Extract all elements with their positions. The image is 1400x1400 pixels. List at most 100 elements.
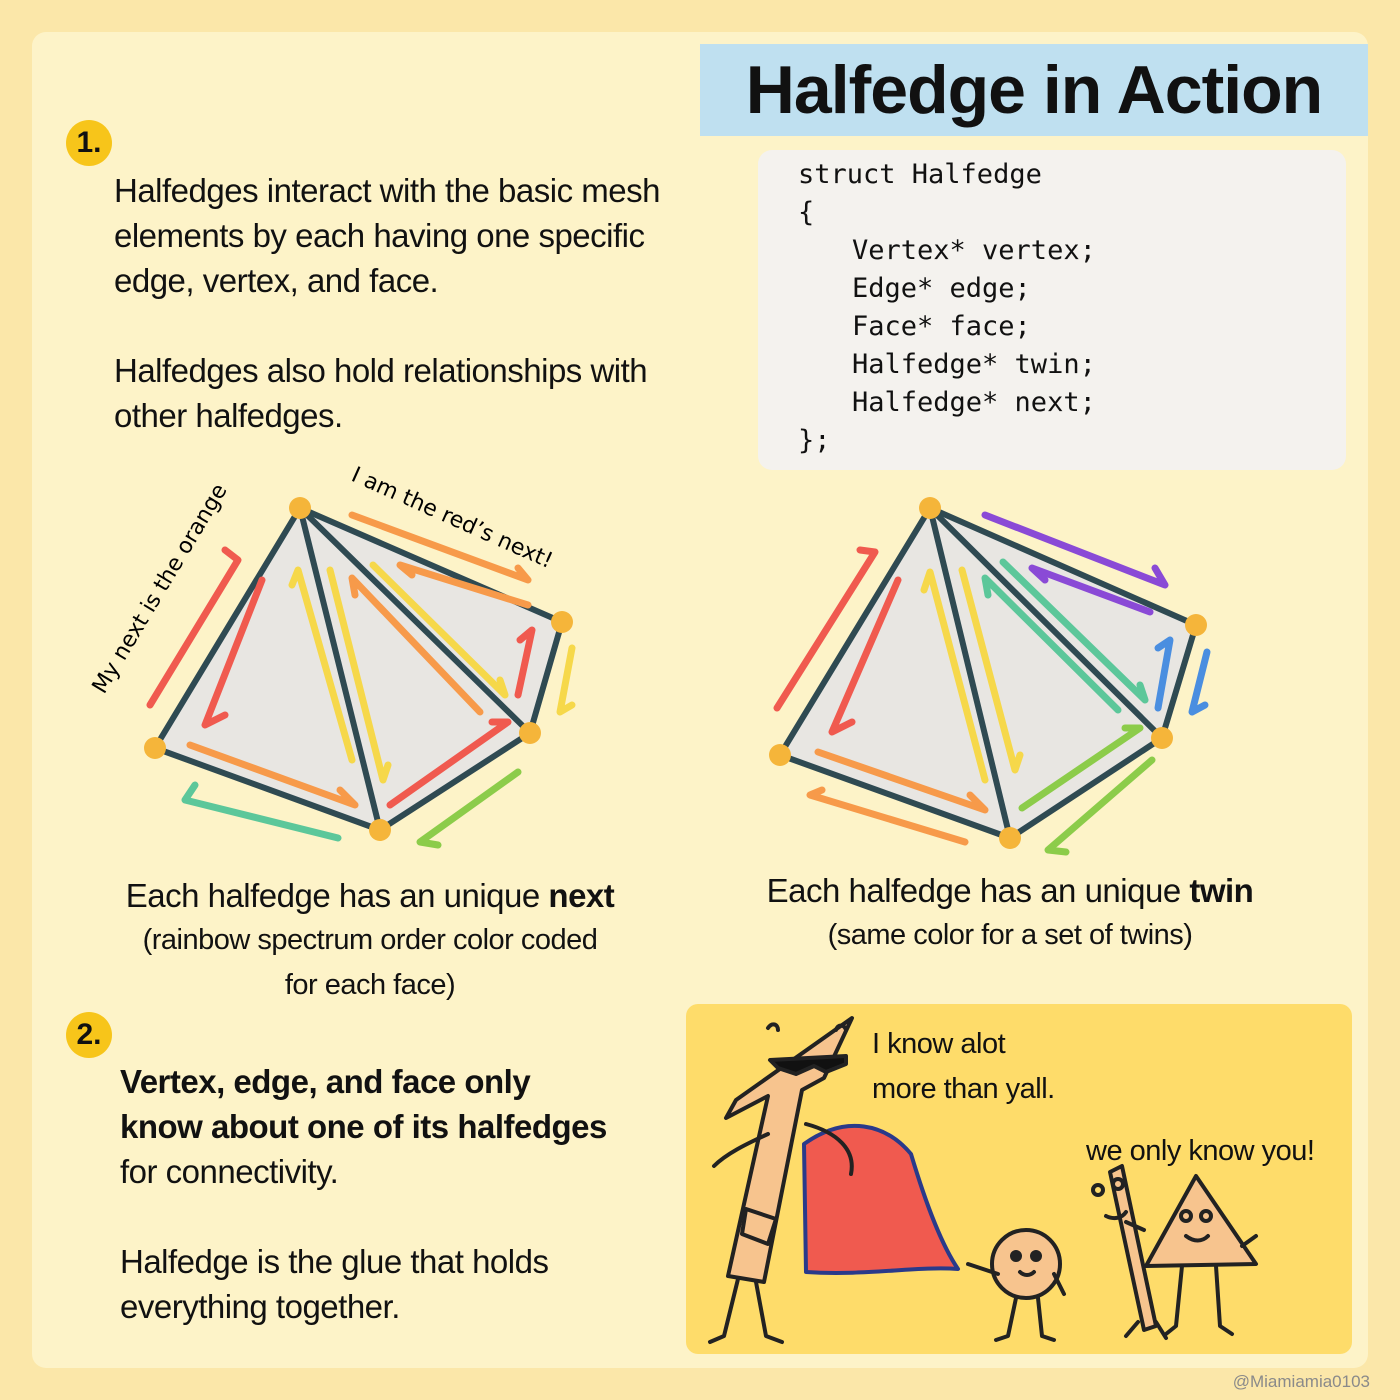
hero-arm <box>712 1132 770 1168</box>
next-caption-main: Each halfedge has an unique next <box>70 874 670 918</box>
section2-text: Vertex, edge, and face only know about o… <box>120 1059 680 1329</box>
section2-line-3: for connectivity. <box>120 1153 339 1190</box>
edge-leg <box>1154 1320 1168 1340</box>
vertex-leg <box>994 1296 1018 1342</box>
caption-text: Each halfedge has an unique <box>766 872 1190 909</box>
halfedge-struct-code: struct Halfedge { Vertex* vertex; Edge* … <box>758 150 1346 470</box>
twin-caption: Each halfedge has an unique twin (same c… <box>710 869 1310 958</box>
comic-panel: I know alot more than yall. we only know… <box>686 1004 1352 1354</box>
mesh-inner-edges <box>297 505 533 831</box>
halfedge-arrows <box>773 511 1211 856</box>
vertex-character <box>990 1228 1062 1300</box>
twin-diagram <box>769 497 1211 856</box>
halfedge-arrow-yellow <box>288 566 356 764</box>
vertex-smile <box>1018 1270 1036 1277</box>
halfedge-arrow-yellow <box>556 644 576 716</box>
halfedge-arrow-red <box>773 546 879 712</box>
face-character <box>1144 1174 1258 1268</box>
edge-leg <box>1124 1320 1140 1338</box>
sunglasses-icon <box>768 1054 848 1076</box>
twin-caption-sub: (same color for a set of twins) <box>827 919 1193 951</box>
halfedge-arrow-red <box>386 718 512 809</box>
face-eye <box>1179 1209 1193 1223</box>
hero-speech-line-2: more than yall. <box>872 1073 1055 1105</box>
vertex-dot <box>289 497 311 519</box>
code-line: Halfedge* twin; <box>852 349 1096 380</box>
halfedge-arrow-teal <box>181 781 342 842</box>
comic-illustration <box>708 1016 1258 1344</box>
halfedge-arrow-yellow <box>326 566 392 784</box>
halfedge-arrow-purple <box>1028 564 1154 616</box>
section1-paragraph-1: Halfedges interact with the basic mesh e… <box>114 172 660 299</box>
next-diagram: My next is the orange I am the red’s nex… <box>88 463 576 849</box>
author-credit: @Miamiamia0103 <box>1232 1372 1370 1391</box>
step-2-badge: 2. <box>66 1012 112 1058</box>
mesh-diagrams: .edge{stroke:#2f4a52;stroke-width:6;fill… <box>88 463 1211 856</box>
vertex-dot <box>1185 614 1207 636</box>
mesh-inner-edges <box>927 505 1165 839</box>
next-caption-sub-2: for each face) <box>284 969 456 1001</box>
vertex-eye <box>1030 1250 1042 1262</box>
edge-smile <box>1104 1210 1128 1221</box>
hero-arm <box>804 1122 854 1176</box>
hero-speech-line-1: I know alot <box>872 1028 1006 1060</box>
buddies-speech: we only know you! <box>1086 1135 1315 1167</box>
hero-speech: I know alot more than yall. <box>872 1022 1055 1112</box>
code-line: struct Halfedge <box>798 159 1042 190</box>
face-smile <box>1184 1234 1210 1243</box>
halfedge-arrow-green <box>1018 724 1144 812</box>
mesh-vertices <box>144 497 573 841</box>
vertex-dot <box>919 497 941 519</box>
mesh-boundary <box>152 505 565 833</box>
vertex-arm <box>1052 1272 1066 1296</box>
halfedge-arrow-orange <box>396 561 532 609</box>
vertex-dot <box>369 819 391 841</box>
halfedge-arrow-blue <box>1188 648 1211 716</box>
hero-belt <box>740 1207 778 1246</box>
face-eye <box>1199 1209 1213 1223</box>
hero-leg <box>708 1277 740 1344</box>
code-line: }; <box>798 425 831 456</box>
halfedge-arrow-yellow <box>920 568 989 784</box>
face-arm <box>1240 1234 1258 1248</box>
section1-text: Halfedges interact with the basic mesh e… <box>114 168 704 438</box>
hero-eyebrow <box>766 1022 780 1032</box>
section2-bold-line-2: know about one of its halfedges <box>120 1108 607 1145</box>
halfedge-arrow-red <box>828 576 902 736</box>
edge-arm <box>1124 1220 1146 1232</box>
section2-paragraph-2: Halfedge is the glue that holds everythi… <box>120 1243 549 1325</box>
halfedge-arrow-teal <box>999 558 1149 704</box>
halfedge-arrow-orange <box>186 741 359 809</box>
hero-leg <box>754 1280 784 1344</box>
step-1-badge: 1. <box>66 120 112 166</box>
halfedge-arrows <box>146 511 576 849</box>
edge-character <box>1108 1164 1158 1332</box>
caption-keyword: twin <box>1189 872 1254 909</box>
code-line: Vertex* vertex; <box>852 235 1096 266</box>
caption-text: Each halfedge has an unique <box>125 877 549 914</box>
vertex-dot <box>144 737 166 759</box>
code-line: Face* face; <box>852 311 1031 342</box>
caption-keyword: next <box>548 877 615 914</box>
section1-paragraph-2: Halfedges also hold relationships with o… <box>114 352 648 434</box>
halfedge-arrow-red <box>514 626 536 699</box>
halfedge-arrow-teal <box>981 574 1122 714</box>
face-leg <box>1164 1264 1184 1336</box>
vertex-leg <box>1036 1296 1056 1342</box>
section2-bold-line-1: Vertex, edge, and face only <box>120 1063 531 1100</box>
halfedge-hero-body <box>724 1016 854 1284</box>
poster-title: Halfedge in Action <box>700 44 1368 136</box>
halfedge-arrow-orange <box>348 574 484 716</box>
halfedge-arrow-green <box>416 768 522 849</box>
vertex-dot <box>769 744 791 766</box>
halfedge-arrow-red <box>146 546 242 709</box>
halfedge-arrow-orange <box>814 748 989 814</box>
halfedge-arrow-red <box>201 576 266 729</box>
halfedge-arrow-blue <box>1154 636 1174 712</box>
halfedge-arrow-yellow <box>958 566 1024 774</box>
twin-caption-main: Each halfedge has an unique twin <box>710 869 1310 913</box>
vertex-dot <box>519 722 541 744</box>
halfedge-arrow-green <box>1044 756 1156 856</box>
hero-eyebrow <box>834 1023 848 1032</box>
code-line: { <box>798 197 815 228</box>
